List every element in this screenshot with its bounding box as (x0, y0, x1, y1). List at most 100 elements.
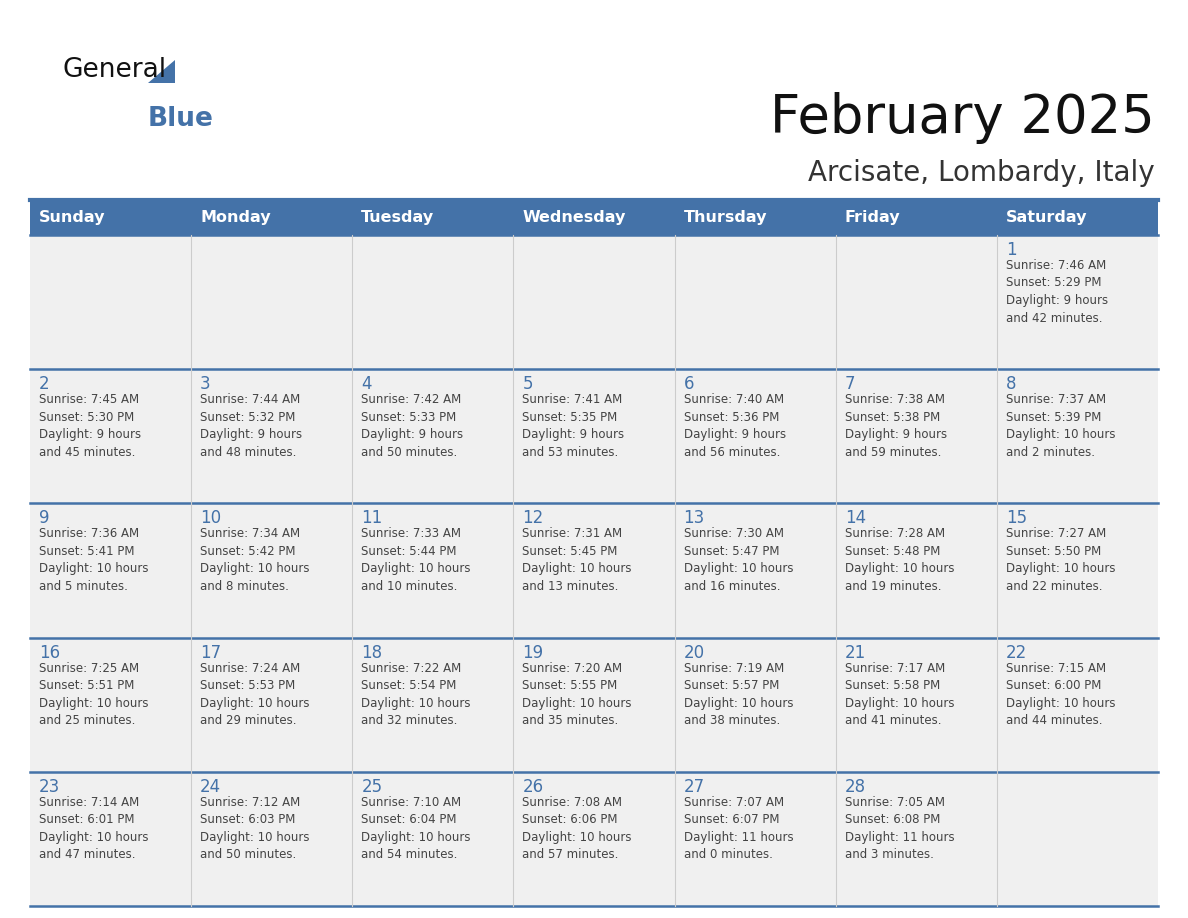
Bar (30, 638, 191, 772)
Bar (675, 369, 835, 503)
Text: Saturday: Saturday (1006, 210, 1087, 225)
Text: 21: 21 (845, 644, 866, 662)
Bar (191, 503, 353, 638)
Text: 2: 2 (39, 375, 50, 393)
Bar (30, 772, 191, 906)
Text: 10: 10 (200, 509, 221, 528)
Text: Sunrise: 7:20 AM
Sunset: 5:55 PM
Daylight: 10 hours
and 35 minutes.: Sunrise: 7:20 AM Sunset: 5:55 PM Dayligh… (523, 662, 632, 727)
Text: Sunrise: 7:40 AM
Sunset: 5:36 PM
Daylight: 9 hours
and 56 minutes.: Sunrise: 7:40 AM Sunset: 5:36 PM Dayligh… (683, 393, 785, 459)
Bar (353, 235, 513, 369)
Bar (997, 200, 1158, 235)
Text: Sunrise: 7:08 AM
Sunset: 6:06 PM
Daylight: 10 hours
and 57 minutes.: Sunrise: 7:08 AM Sunset: 6:06 PM Dayligh… (523, 796, 632, 861)
Bar (997, 638, 1158, 772)
Bar (675, 200, 835, 235)
Text: 7: 7 (845, 375, 855, 393)
Bar (997, 369, 1158, 503)
Text: 1: 1 (1006, 241, 1017, 259)
Text: Sunrise: 7:27 AM
Sunset: 5:50 PM
Daylight: 10 hours
and 22 minutes.: Sunrise: 7:27 AM Sunset: 5:50 PM Dayligh… (1006, 528, 1116, 593)
Bar (675, 503, 835, 638)
Text: 19: 19 (523, 644, 544, 662)
Bar (997, 235, 1158, 369)
Text: Tuesday: Tuesday (361, 210, 435, 225)
Text: 8: 8 (1006, 375, 1017, 393)
Bar (675, 772, 835, 906)
Text: 20: 20 (683, 644, 704, 662)
Text: Sunrise: 7:46 AM
Sunset: 5:29 PM
Daylight: 9 hours
and 42 minutes.: Sunrise: 7:46 AM Sunset: 5:29 PM Dayligh… (1006, 259, 1108, 324)
Bar (191, 369, 353, 503)
Bar (353, 369, 513, 503)
Text: 3: 3 (200, 375, 210, 393)
Bar (191, 772, 353, 906)
Bar (30, 200, 191, 235)
Text: Sunrise: 7:10 AM
Sunset: 6:04 PM
Daylight: 10 hours
and 54 minutes.: Sunrise: 7:10 AM Sunset: 6:04 PM Dayligh… (361, 796, 470, 861)
Text: Sunrise: 7:34 AM
Sunset: 5:42 PM
Daylight: 10 hours
and 8 minutes.: Sunrise: 7:34 AM Sunset: 5:42 PM Dayligh… (200, 528, 310, 593)
Bar (835, 200, 997, 235)
Bar (191, 235, 353, 369)
Text: 12: 12 (523, 509, 544, 528)
Bar (30, 503, 191, 638)
Bar (513, 638, 675, 772)
Text: Sunrise: 7:12 AM
Sunset: 6:03 PM
Daylight: 10 hours
and 50 minutes.: Sunrise: 7:12 AM Sunset: 6:03 PM Dayligh… (200, 796, 310, 861)
Text: Sunrise: 7:33 AM
Sunset: 5:44 PM
Daylight: 10 hours
and 10 minutes.: Sunrise: 7:33 AM Sunset: 5:44 PM Dayligh… (361, 528, 470, 593)
Text: Sunrise: 7:41 AM
Sunset: 5:35 PM
Daylight: 9 hours
and 53 minutes.: Sunrise: 7:41 AM Sunset: 5:35 PM Dayligh… (523, 393, 625, 459)
Bar (835, 369, 997, 503)
Bar (513, 235, 675, 369)
Text: 18: 18 (361, 644, 383, 662)
Bar (513, 200, 675, 235)
Bar (191, 638, 353, 772)
Text: February 2025: February 2025 (770, 92, 1155, 144)
Text: 27: 27 (683, 778, 704, 796)
Bar (191, 200, 353, 235)
Text: 4: 4 (361, 375, 372, 393)
Bar (675, 235, 835, 369)
Text: 5: 5 (523, 375, 533, 393)
Bar (513, 772, 675, 906)
Text: Sunrise: 7:42 AM
Sunset: 5:33 PM
Daylight: 9 hours
and 50 minutes.: Sunrise: 7:42 AM Sunset: 5:33 PM Dayligh… (361, 393, 463, 459)
Text: Sunrise: 7:14 AM
Sunset: 6:01 PM
Daylight: 10 hours
and 47 minutes.: Sunrise: 7:14 AM Sunset: 6:01 PM Dayligh… (39, 796, 148, 861)
Bar (353, 200, 513, 235)
Bar (513, 369, 675, 503)
Text: 11: 11 (361, 509, 383, 528)
Text: 14: 14 (845, 509, 866, 528)
Bar (353, 772, 513, 906)
Text: 22: 22 (1006, 644, 1028, 662)
Polygon shape (148, 60, 175, 83)
Bar (835, 503, 997, 638)
Text: Sunrise: 7:36 AM
Sunset: 5:41 PM
Daylight: 10 hours
and 5 minutes.: Sunrise: 7:36 AM Sunset: 5:41 PM Dayligh… (39, 528, 148, 593)
Text: Sunrise: 7:38 AM
Sunset: 5:38 PM
Daylight: 9 hours
and 59 minutes.: Sunrise: 7:38 AM Sunset: 5:38 PM Dayligh… (845, 393, 947, 459)
Text: 17: 17 (200, 644, 221, 662)
Text: Sunrise: 7:19 AM
Sunset: 5:57 PM
Daylight: 10 hours
and 38 minutes.: Sunrise: 7:19 AM Sunset: 5:57 PM Dayligh… (683, 662, 794, 727)
Bar (997, 772, 1158, 906)
Text: Sunrise: 7:25 AM
Sunset: 5:51 PM
Daylight: 10 hours
and 25 minutes.: Sunrise: 7:25 AM Sunset: 5:51 PM Dayligh… (39, 662, 148, 727)
Text: 9: 9 (39, 509, 50, 528)
Bar (835, 638, 997, 772)
Text: 26: 26 (523, 778, 544, 796)
Text: 6: 6 (683, 375, 694, 393)
Text: Sunrise: 7:17 AM
Sunset: 5:58 PM
Daylight: 10 hours
and 41 minutes.: Sunrise: 7:17 AM Sunset: 5:58 PM Dayligh… (845, 662, 954, 727)
Bar (353, 503, 513, 638)
Bar (835, 772, 997, 906)
Text: Sunrise: 7:31 AM
Sunset: 5:45 PM
Daylight: 10 hours
and 13 minutes.: Sunrise: 7:31 AM Sunset: 5:45 PM Dayligh… (523, 528, 632, 593)
Text: Sunrise: 7:24 AM
Sunset: 5:53 PM
Daylight: 10 hours
and 29 minutes.: Sunrise: 7:24 AM Sunset: 5:53 PM Dayligh… (200, 662, 310, 727)
Bar (997, 503, 1158, 638)
Bar (30, 369, 191, 503)
Text: Wednesday: Wednesday (523, 210, 626, 225)
Text: Sunrise: 7:45 AM
Sunset: 5:30 PM
Daylight: 9 hours
and 45 minutes.: Sunrise: 7:45 AM Sunset: 5:30 PM Dayligh… (39, 393, 141, 459)
Text: 24: 24 (200, 778, 221, 796)
Text: 16: 16 (39, 644, 61, 662)
Text: 15: 15 (1006, 509, 1026, 528)
Text: Arcisate, Lombardy, Italy: Arcisate, Lombardy, Italy (808, 159, 1155, 187)
Text: General: General (62, 57, 166, 83)
Text: Sunday: Sunday (39, 210, 106, 225)
Text: 13: 13 (683, 509, 704, 528)
Text: Sunrise: 7:05 AM
Sunset: 6:08 PM
Daylight: 11 hours
and 3 minutes.: Sunrise: 7:05 AM Sunset: 6:08 PM Dayligh… (845, 796, 954, 861)
Text: Sunrise: 7:22 AM
Sunset: 5:54 PM
Daylight: 10 hours
and 32 minutes.: Sunrise: 7:22 AM Sunset: 5:54 PM Dayligh… (361, 662, 470, 727)
Bar (513, 503, 675, 638)
Text: 28: 28 (845, 778, 866, 796)
Text: Sunrise: 7:28 AM
Sunset: 5:48 PM
Daylight: 10 hours
and 19 minutes.: Sunrise: 7:28 AM Sunset: 5:48 PM Dayligh… (845, 528, 954, 593)
Bar (835, 235, 997, 369)
Text: Sunrise: 7:30 AM
Sunset: 5:47 PM
Daylight: 10 hours
and 16 minutes.: Sunrise: 7:30 AM Sunset: 5:47 PM Dayligh… (683, 528, 794, 593)
Text: Blue: Blue (148, 106, 214, 132)
Text: Thursday: Thursday (683, 210, 767, 225)
Text: Friday: Friday (845, 210, 901, 225)
